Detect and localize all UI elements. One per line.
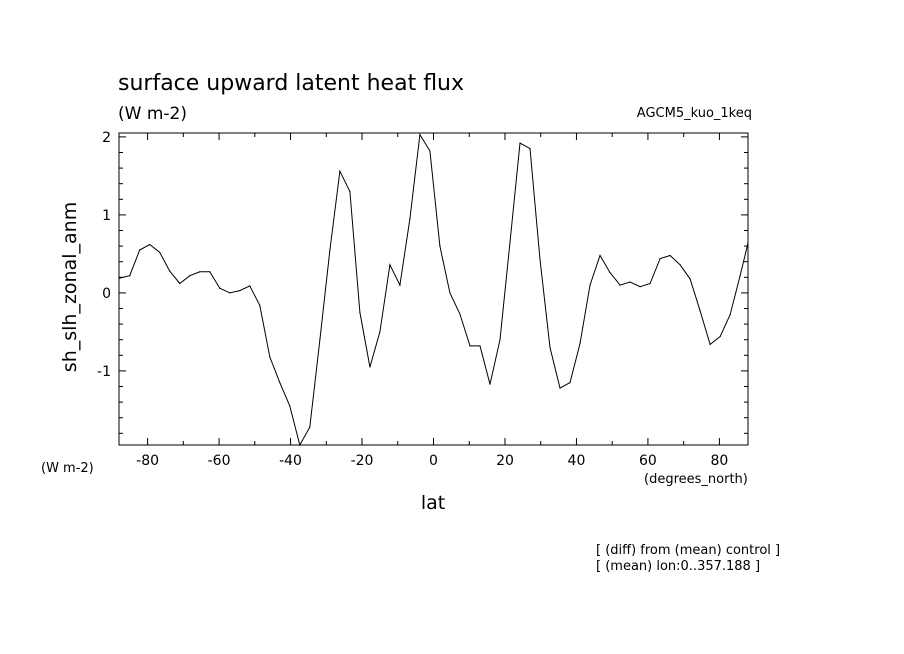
data-point <box>459 313 461 315</box>
x-tick-labels: -80 -60 -40 -20 0 20 40 60 80 <box>136 453 728 469</box>
data-point <box>119 277 121 279</box>
x-tick-label: 0 <box>429 453 438 469</box>
data-point <box>589 284 591 286</box>
data-point <box>329 249 331 251</box>
x-tick-label: 60 <box>639 453 657 469</box>
data-point <box>529 148 531 150</box>
plot-area: -80 -60 -40 -20 0 20 40 60 80 -1 0 1 2 <box>97 130 749 469</box>
data-point <box>449 292 451 294</box>
data-point <box>399 284 401 286</box>
plot-frame <box>118 132 749 446</box>
data-point <box>159 251 161 253</box>
data-point <box>309 426 311 428</box>
y-tick-labels: -1 0 1 2 <box>97 130 111 380</box>
y-axis-units: (W m-2) <box>41 461 94 476</box>
data-point <box>189 275 191 277</box>
data-point <box>599 254 601 257</box>
data-point <box>679 264 681 266</box>
data-point <box>289 405 291 407</box>
data-point <box>649 282 651 285</box>
experiment-label: AGCM5_kuo_1keq <box>637 106 752 121</box>
data-point <box>139 249 141 251</box>
data-point <box>539 258 541 260</box>
x-tick-label: 80 <box>710 453 728 469</box>
y-tick-label: -1 <box>97 364 111 380</box>
data-point <box>549 346 551 349</box>
note-diff: [ (diff) from (mean) control ] <box>596 543 780 558</box>
chart-units: (W m-2) <box>118 104 187 124</box>
data-point <box>579 343 581 345</box>
data-point <box>349 190 351 193</box>
data-point <box>619 284 621 286</box>
data-point <box>359 311 361 313</box>
data-point <box>499 339 501 341</box>
data-point <box>639 286 641 288</box>
axis-ticks <box>119 133 748 445</box>
series-points <box>119 133 749 446</box>
data-point <box>179 282 181 285</box>
data-point <box>199 271 201 273</box>
data-point <box>609 272 611 274</box>
data-point <box>489 383 491 385</box>
data-point <box>269 356 271 358</box>
x-tick-label: -20 <box>351 453 374 469</box>
data-point <box>699 310 701 312</box>
x-tick-label: 20 <box>496 453 514 469</box>
x-axis-units: (degrees_north) <box>644 472 748 487</box>
y-axis-label: sh_slh_zonal_anm <box>59 202 81 372</box>
data-point <box>379 331 381 333</box>
y-tick-label: 1 <box>102 208 111 224</box>
data-point <box>519 142 521 144</box>
data-point <box>229 292 231 294</box>
data-point <box>559 387 561 389</box>
data-point <box>129 275 131 277</box>
data-point <box>419 133 421 136</box>
data-point <box>279 382 281 384</box>
note-mean: [ (mean) lon:0..357.188 ] <box>596 559 760 574</box>
data-point <box>569 382 571 384</box>
data-point <box>429 150 431 152</box>
data-point <box>669 254 671 257</box>
data-point <box>479 345 481 347</box>
data-point <box>219 287 221 289</box>
x-tick-label: -80 <box>136 453 159 469</box>
data-point <box>319 339 321 341</box>
y-tick-label: 2 <box>102 130 111 146</box>
data-point <box>369 366 371 368</box>
data-point <box>409 218 411 220</box>
y-tick-label: 0 <box>102 286 111 302</box>
data-point <box>659 257 661 260</box>
data-point <box>249 285 251 287</box>
data-point <box>747 242 749 244</box>
data-point <box>439 245 441 247</box>
data-point <box>299 444 301 446</box>
chart-title: surface upward latent heat flux <box>118 71 464 96</box>
data-point <box>629 281 631 283</box>
data-point <box>729 314 731 316</box>
data-point <box>709 343 711 345</box>
data-point <box>239 289 241 292</box>
x-tick-label: 40 <box>568 453 586 469</box>
data-point <box>339 170 341 172</box>
data-point <box>169 270 171 272</box>
series-line <box>119 133 749 447</box>
x-tick-label: -60 <box>208 453 231 469</box>
data-point <box>389 264 391 266</box>
data-point <box>719 335 721 338</box>
data-point <box>259 304 261 306</box>
data-point <box>509 241 511 243</box>
data-point <box>739 275 741 277</box>
x-axis-label: lat <box>421 492 445 514</box>
x-tick-label: -40 <box>279 453 302 469</box>
data-point <box>469 345 471 347</box>
data-point <box>149 243 151 246</box>
data-point <box>689 278 691 280</box>
data-point <box>209 271 211 273</box>
